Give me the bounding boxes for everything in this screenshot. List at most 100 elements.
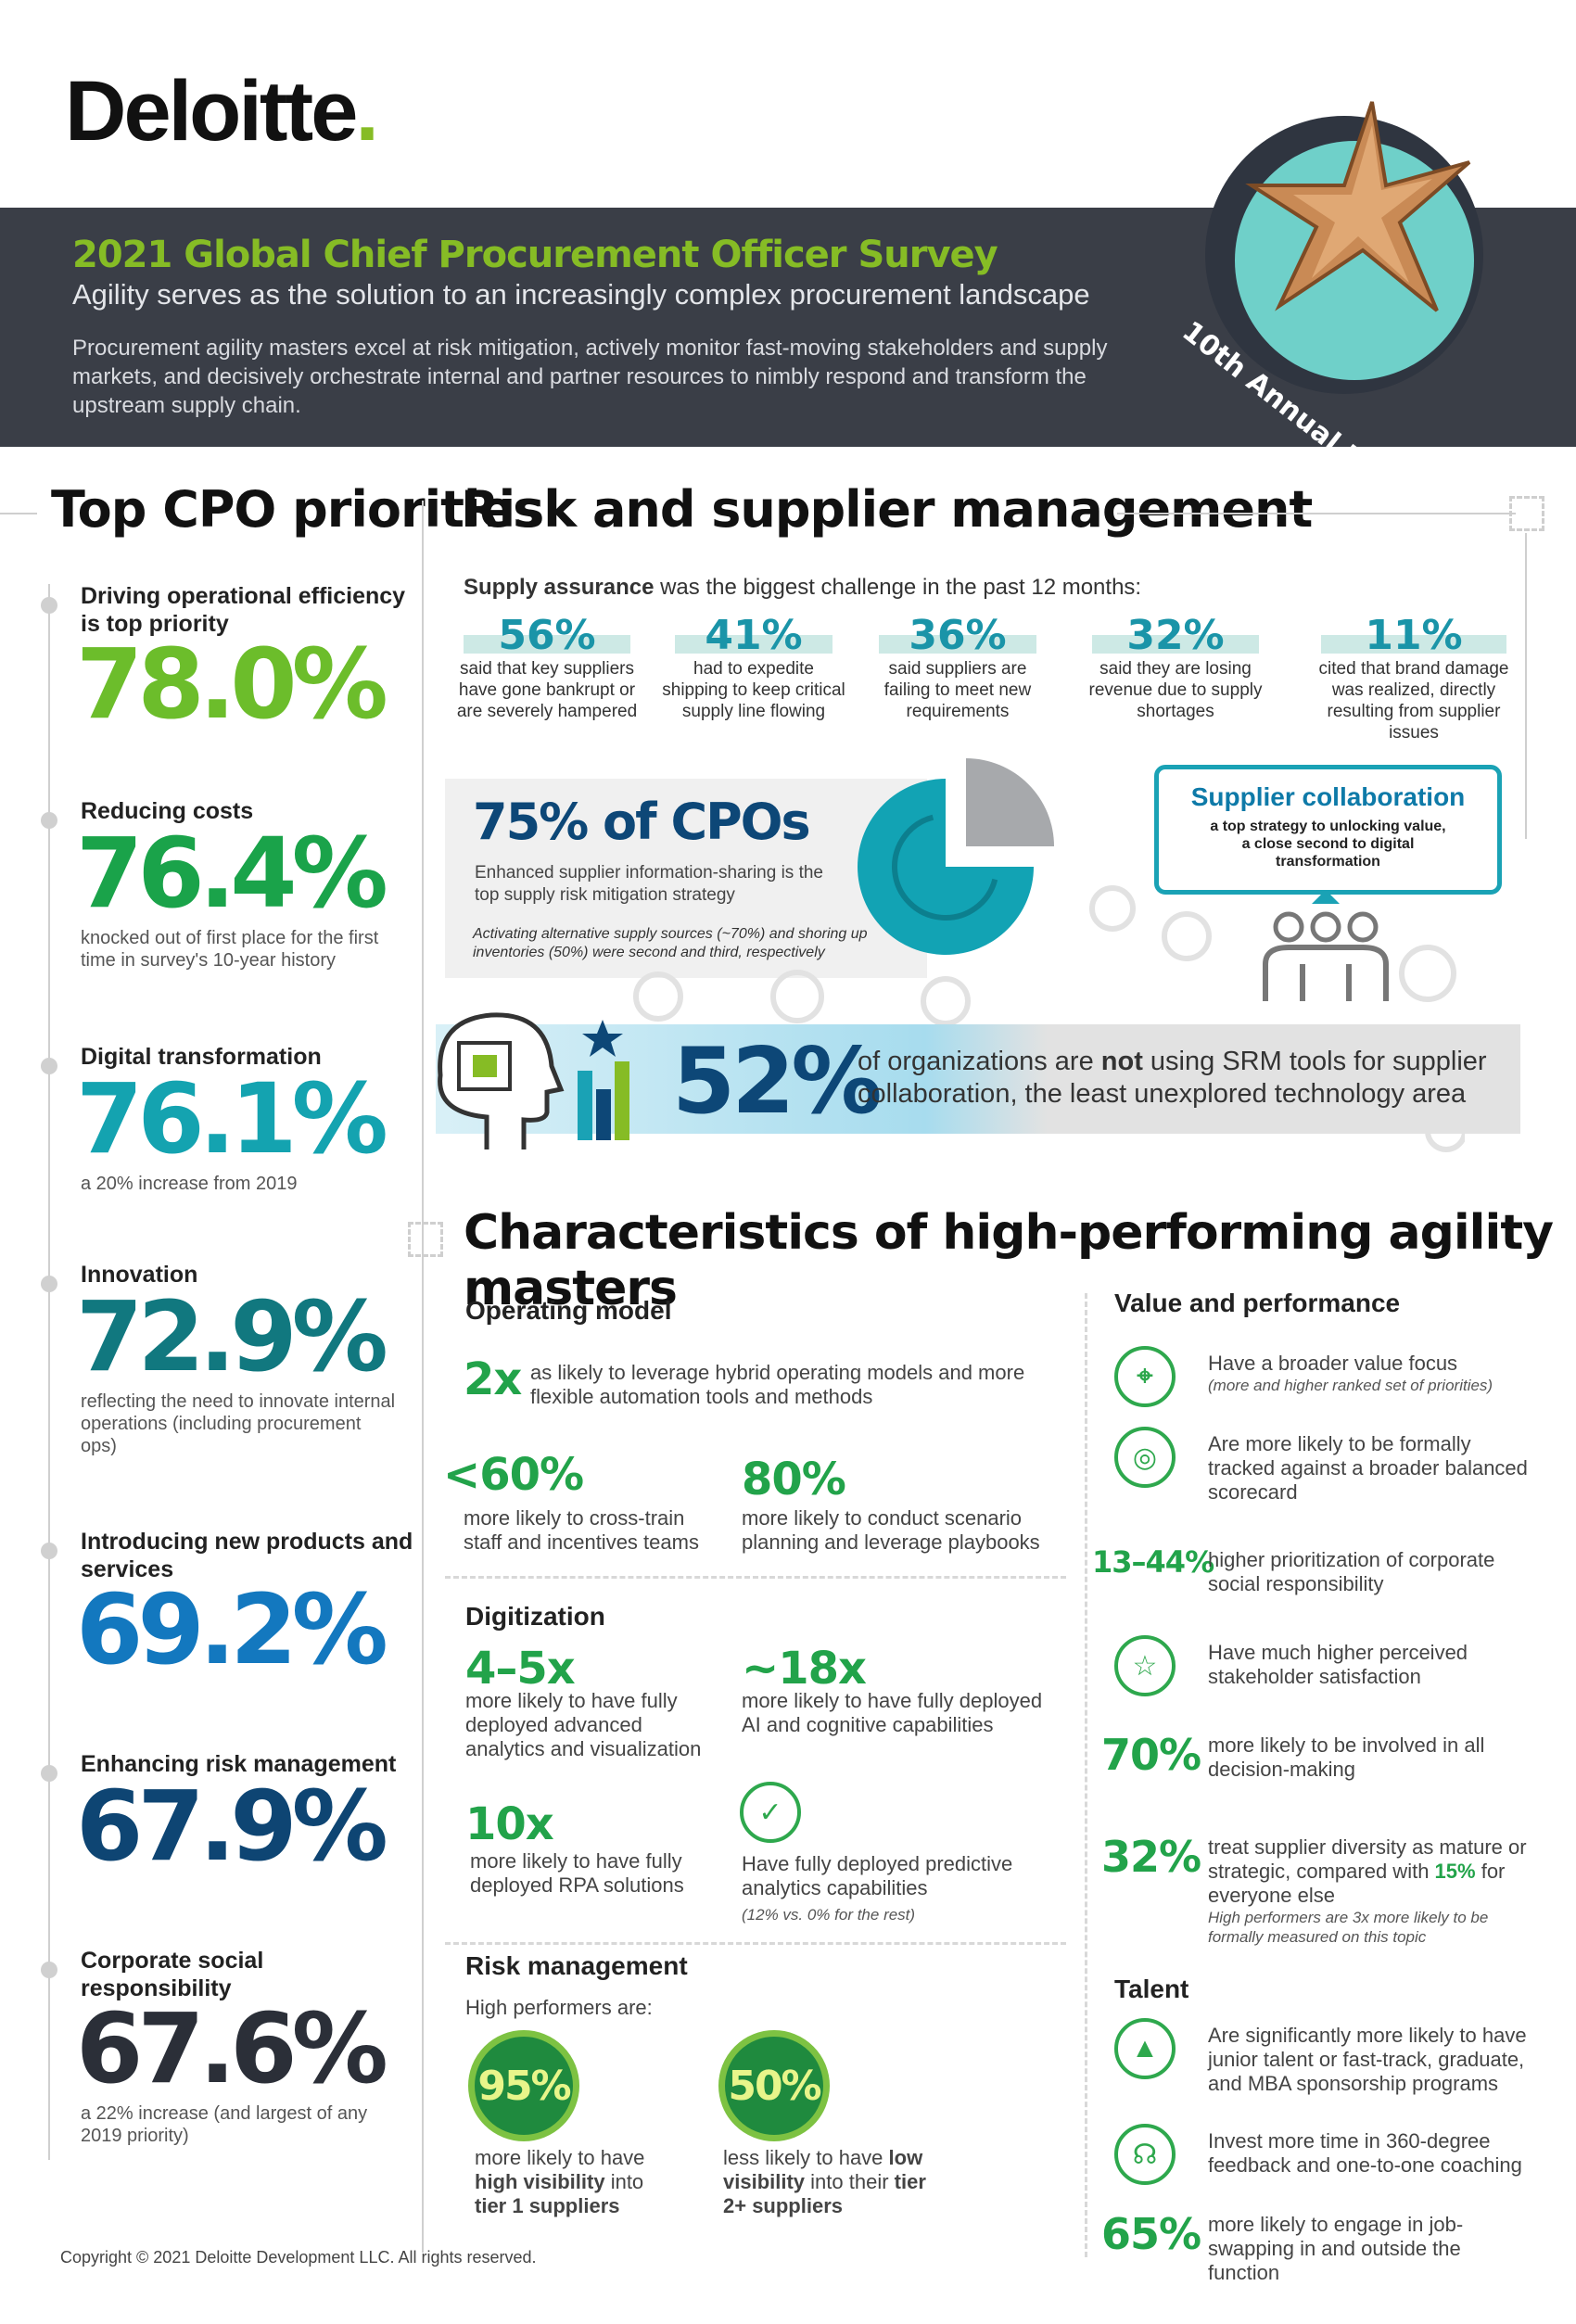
stat-text: higher prioritization of corporate socia… — [1208, 1548, 1495, 1595]
column-divider — [422, 501, 424, 2253]
priority-title: Reducing costs — [81, 798, 254, 824]
stat-text: Are more likely to be formally tracked a… — [1208, 1432, 1528, 1504]
text-bold: 15% — [1434, 1860, 1476, 1883]
cpo-note: Activating alternative supply sources (~… — [473, 926, 868, 960]
divider — [1117, 513, 1516, 514]
intro-rest: was the biggest challenge in the past 12… — [654, 575, 1142, 600]
text-part: into their — [805, 2170, 895, 2193]
priority-percentage: 72.9% — [76, 1280, 388, 1393]
text-bold: high visibility — [475, 2170, 605, 2193]
logo-text: Deloitte — [65, 64, 358, 159]
pie-slice-main — [858, 779, 1034, 955]
text-part: treat supplier diversity as mature or st… — [1208, 1835, 1527, 1883]
digitization-stat-note: (12% vs. 0% for the rest) — [742, 1906, 916, 1924]
priority-note: knocked out of first place for the first… — [81, 928, 379, 971]
stat-percentage: 41% — [705, 612, 803, 659]
priority-percentage: 67.9% — [76, 1770, 388, 1883]
stat-text: Have much higher perceived stakeholder s… — [1208, 1641, 1468, 1688]
stat-note: had to expedite shipping to keep critica… — [662, 659, 845, 721]
visibility-stat-text: less likely to have low visibility into … — [723, 2146, 946, 2218]
people-group-icon — [1263, 890, 1389, 1001]
srm-text-1: of organizations are — [858, 1047, 1101, 1076]
characteristics-heading: Characteristics of high-performing agili… — [464, 1205, 1554, 1316]
text-bold: tier 1 suppliers — [475, 2194, 620, 2217]
priority-marker — [41, 1765, 57, 1782]
priority-note: a 22% increase (and largest of any 2019 … — [81, 2103, 368, 2146]
priority-marker — [41, 812, 57, 829]
collab-subtitle: a top strategy to unlocking value, a clo… — [1210, 819, 1446, 870]
srm-text-2: using SRM tools for supplier collaborati… — [858, 1047, 1487, 1109]
stat-percentage: 32% — [1126, 612, 1225, 659]
stat-bar — [675, 635, 832, 654]
supply-assurance-intro: Supply assurance was the biggest challen… — [464, 575, 1141, 601]
corner-marker-icon — [408, 1222, 443, 1257]
divider — [1525, 533, 1527, 839]
star-icon: ☆ — [1114, 1635, 1176, 1696]
priority-percentage: 69.2% — [76, 1573, 388, 1686]
priority-title: Corporate social responsibility — [81, 1948, 264, 2001]
priority-percentage: 76.4% — [76, 817, 388, 930]
telescope-icon: ⌖ — [1114, 1346, 1176, 1407]
priority-timeline — [48, 584, 50, 2160]
pie-slice-other — [966, 758, 1054, 846]
intro-bold: Supply assurance — [464, 575, 655, 600]
risk-management-heading: Risk management — [465, 1951, 688, 1980]
operating-stat-value: 80% — [742, 1454, 846, 1505]
divider — [445, 1576, 1066, 1579]
cpo-pie-chart — [858, 758, 1054, 955]
star-trophy-icon — [1245, 101, 1471, 312]
priority-marker — [41, 1543, 57, 1559]
priority-note: a 20% increase from 2019 — [81, 1174, 298, 1194]
stat-value: 70% — [1101, 1730, 1201, 1780]
target-icon: ◎ — [1114, 1427, 1176, 1488]
stat-note: said that key suppliers have gone bankru… — [456, 659, 638, 721]
stat-note: High performers are 3x more likely to be… — [1208, 1909, 1489, 1946]
stat-value: 13–44% — [1092, 1544, 1214, 1580]
text-part: less likely to have — [723, 2146, 889, 2169]
stat-note: said they are losing revenue due to supp… — [1088, 659, 1263, 721]
text-part: for everyone else — [1208, 1860, 1506, 1907]
checkmark-icon: ✓ — [740, 1782, 801, 1843]
pie-slice-inner-arc — [892, 814, 998, 921]
priority-title: Introducing new products and services — [81, 1529, 413, 1582]
stat-note: (more and higher ranked set of prioritie… — [1208, 1377, 1493, 1394]
stat-text: Invest more time in 360-degree feedback … — [1208, 2129, 1522, 2177]
priority-title: Innovation — [81, 1262, 198, 1288]
digitization-heading: Digitization — [465, 1602, 605, 1631]
cpo-box — [445, 779, 927, 978]
visibility-stat-circle: 95% — [468, 2030, 579, 2141]
priority-marker — [41, 597, 57, 614]
graduation-cap-icon: ▲ — [1114, 2018, 1176, 2079]
supplier-collaboration-bubble: Supplier collaboration a top strategy to… — [1154, 765, 1502, 895]
cpo-body: Enhanced supplier information-sharing is… — [475, 863, 823, 905]
stat-note: said suppliers are failing to meet new r… — [883, 659, 1032, 721]
operating-model-heading: Operating model — [465, 1296, 672, 1325]
stat-text: Have a broader value focus — [1208, 1352, 1458, 1375]
srm-stat-text: of organizations are not using SRM tools… — [858, 1046, 1506, 1111]
survey-intro: Procurement agility masters excel at ris… — [72, 336, 1108, 418]
stat-percentage: 11% — [1365, 612, 1463, 659]
digitization-stat-value: 4–5x — [465, 1643, 576, 1695]
stat-percentage: 36% — [909, 612, 1007, 659]
srm-text-bold: not — [1100, 1047, 1143, 1076]
divider — [1085, 1293, 1087, 2257]
value-performance-heading: Value and performance — [1114, 1289, 1401, 1317]
priority-percentage: 76.1% — [76, 1062, 388, 1175]
priority-marker — [41, 1058, 57, 1074]
risk-management-intro: High performers are: — [465, 1996, 653, 2019]
stat-percentage: 56% — [498, 612, 596, 659]
priority-title: Digital transformation — [81, 1044, 322, 1070]
coaching-icon: ☊ — [1114, 2124, 1176, 2185]
stat-note: cited that brand damage was realized, di… — [1318, 659, 1509, 743]
stat-bar — [1321, 635, 1506, 654]
digitization-stat-text: more likely to have fully deployed RPA s… — [470, 1849, 684, 1897]
visibility-stat-circle: 50% — [718, 2030, 830, 2141]
deloitte-logo: Deloitte. — [65, 63, 379, 160]
copyright-text: Copyright © 2021 Deloitte Development LL… — [60, 2248, 537, 2267]
priority-percentage: 67.6% — [76, 1992, 388, 2105]
digitization-stat-value: ~18x — [742, 1643, 867, 1695]
priority-percentage: 78.0% — [76, 628, 388, 741]
ai-head-icon — [438, 1012, 629, 1149]
survey-subtitle: Agility serves as the solution to an inc… — [72, 278, 1090, 311]
logo-dot: . — [355, 64, 379, 159]
